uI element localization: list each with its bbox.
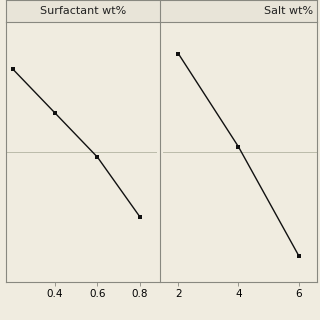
Text: Surfactant wt%: Surfactant wt% bbox=[40, 6, 126, 16]
Text: Salt wt%: Salt wt% bbox=[264, 6, 314, 16]
